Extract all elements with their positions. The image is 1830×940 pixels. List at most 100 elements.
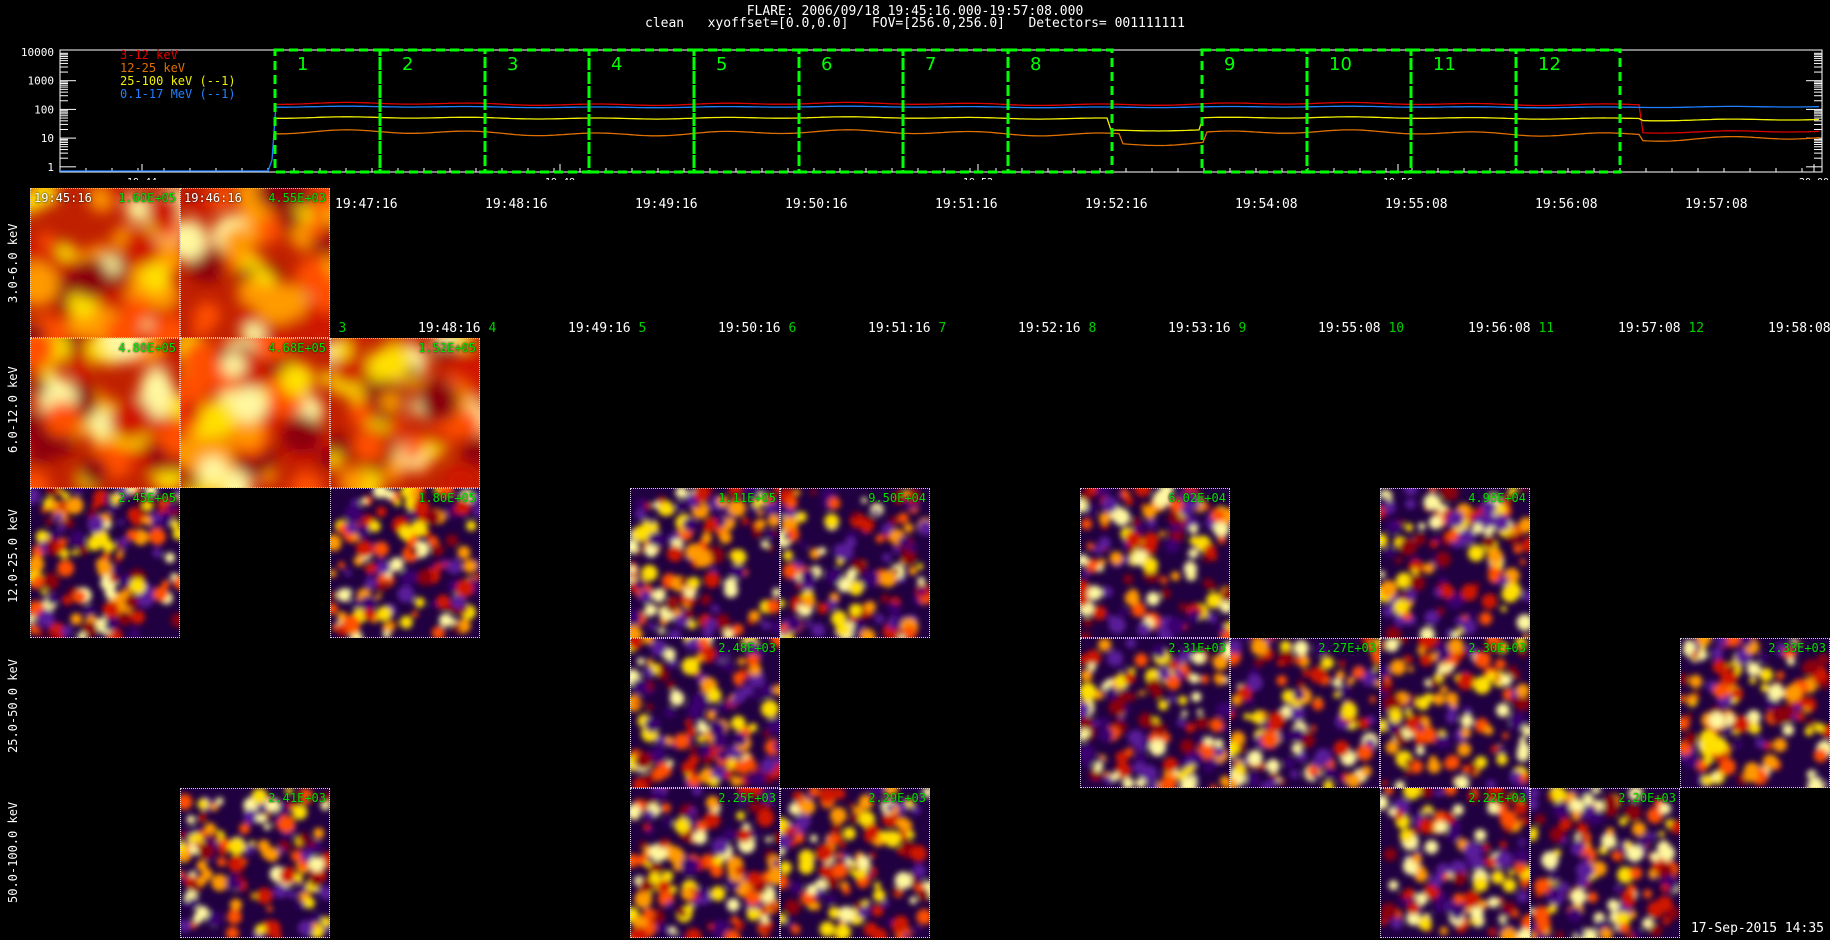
tile-peak-value: 2.45E+05: [118, 491, 176, 505]
curve-0.1-17mev: [275, 105, 1819, 109]
image-content: [1380, 488, 1530, 638]
curve-rise: [60, 103, 277, 172]
tile-border: [30, 488, 180, 638]
image-content: [30, 488, 180, 638]
x-tick-label: 19:44: [127, 177, 157, 180]
image-content: [180, 188, 330, 338]
row2-time-label: 19:57:08 12: [1618, 321, 1705, 336]
plot-subtitle: clean xyoffset=[0.0,0.0] FOV=[256.0,256.…: [644, 16, 1186, 31]
image-tile[interactable]: 2.45E+05: [30, 488, 180, 638]
tile-peak-value: 4.68E+05: [268, 341, 326, 355]
curve-3-12kev: [275, 101, 1820, 134]
tile-border: [1680, 638, 1830, 788]
image-tile[interactable]: 2.27E+03: [1230, 638, 1380, 788]
image-content: [1230, 638, 1380, 788]
plot-title: FLARE: 2006/09/18 19:45:16.000-19:57:08.…: [746, 4, 1084, 19]
interval-box: [1006, 48, 1114, 174]
image-tile[interactable]: 19:45:16 1.60E+05: [30, 188, 180, 338]
energy-band-label: 12.0-25.0 keV: [6, 509, 20, 603]
row2-time-label: 19:55:08 10: [1318, 321, 1405, 336]
interval-box: [273, 48, 382, 174]
row1-time-label: 19:57:08: [1685, 197, 1748, 212]
row2-time-label: 19:48:16 4: [418, 321, 497, 336]
image-content: [1380, 788, 1530, 938]
y-tick-label: 100: [34, 103, 54, 116]
tile-peak-value: 2.33E+03: [1768, 641, 1826, 655]
tile-border: [1380, 488, 1530, 638]
image-tile[interactable]: 2.41E+03: [180, 788, 330, 938]
tile-peak-value: 4.98E+04: [1468, 491, 1526, 505]
image-tile[interactable]: 4.80E+05: [30, 338, 180, 488]
image-tile[interactable]: 2.31E+03: [1080, 638, 1230, 788]
interval-box: [1409, 48, 1518, 174]
tile-peak-value: 2.48E+03: [718, 641, 776, 655]
image-content: [630, 788, 780, 938]
tile-border: [330, 338, 480, 488]
image-tile[interactable]: 4.98E+04: [1380, 488, 1530, 638]
row2-time-label: 19:51:16 7: [868, 321, 947, 336]
image-tile[interactable]: 2.25E+03: [630, 788, 780, 938]
image-content: [180, 338, 330, 488]
tile-border: [780, 488, 930, 638]
interval-number: 8: [1030, 54, 1041, 75]
image-content: [330, 338, 480, 488]
tile-peak-value: 9.50E+04: [868, 491, 926, 505]
legend-item: 12-25 keV: [120, 61, 185, 75]
image-content: [1380, 638, 1530, 788]
image-tile[interactable]: 2.22E+03: [1380, 788, 1530, 938]
lightcurve-plot: 10000 1000 100 10 1 19:44 19:48 19:52 19:56 20:00…: [21, 46, 1829, 180]
image-tile[interactable]: 9.50E+04: [780, 488, 930, 638]
energy-band-label: 25.0-50.0 keV: [6, 659, 20, 753]
image-tile[interactable]: 2.48E+03: [630, 638, 780, 788]
tile-border: [780, 788, 930, 938]
tile-peak-value: 6.02E+04: [1168, 491, 1226, 505]
interval-number: 12: [1538, 54, 1561, 75]
tile-border: [30, 188, 180, 338]
image-content: [180, 788, 330, 938]
curve-25-100kev: [275, 116, 1820, 132]
image-tile[interactable]: 1.80E+05: [330, 488, 480, 638]
image-tile[interactable]: 2.33E+03: [1680, 638, 1830, 788]
tile-peak-value: 1.80E+05: [418, 491, 476, 505]
tile-border: [180, 338, 330, 488]
legend-item: 25-100 keV (--1): [120, 74, 236, 88]
y-tick-label: 10000: [21, 46, 54, 59]
timestamp: 17-Sep-2015 14:35: [1690, 921, 1824, 936]
interval-box: [692, 48, 801, 174]
tile-border: [630, 488, 780, 638]
image-content: [330, 488, 480, 638]
image-tile[interactable]: 2.30E+03: [1380, 638, 1530, 788]
row1-time-label: 19:49:16: [635, 197, 698, 212]
interval-number: 5: [716, 54, 727, 75]
tile-peak-value: 2.31E+03: [1168, 641, 1226, 655]
tile-peak-value: 4.80E+05: [118, 341, 176, 355]
interval-number: 7: [925, 54, 936, 75]
legend-item: 3-12 keV: [120, 48, 178, 62]
tile-border: [1080, 638, 1230, 788]
image-tile[interactable]: 19:46:16 4.55E+03: [180, 188, 330, 338]
row2-time-label: 19:52:16 8: [1018, 321, 1097, 336]
image-content: [630, 638, 780, 788]
row2-time-label: 19:58:08: [1768, 321, 1830, 336]
image-content: [1680, 638, 1830, 788]
image-tile[interactable]: 2.29E+03: [780, 788, 930, 938]
row1-time-label: 19:52:16: [1085, 197, 1148, 212]
x-tick-label: 19:56: [1383, 177, 1413, 180]
tile-peak-value: 2.22E+03: [1468, 791, 1526, 805]
interval-number: 6: [821, 54, 832, 75]
image-tile[interactable]: 4.68E+05: [180, 338, 330, 488]
tile-peak-value: 2.29E+03: [868, 791, 926, 805]
tile-border: [1530, 788, 1680, 938]
interval-box: [587, 48, 696, 174]
tile-border: [1230, 638, 1380, 788]
image-content: [1080, 638, 1230, 788]
image-tile[interactable]: 6.02E+04: [1080, 488, 1230, 638]
image-content: [1080, 488, 1230, 638]
row1-time-label: 19:55:08: [1385, 197, 1448, 212]
image-tile[interactable]: 1.11E+05: [630, 488, 780, 638]
tile-peak-value: 1.60E+05: [118, 191, 176, 205]
interval-box: [797, 48, 905, 174]
image-tile[interactable]: 2.20E+03: [1530, 788, 1680, 938]
interval-box: [1514, 48, 1622, 174]
image-tile[interactable]: 1.52E+05: [330, 338, 480, 488]
